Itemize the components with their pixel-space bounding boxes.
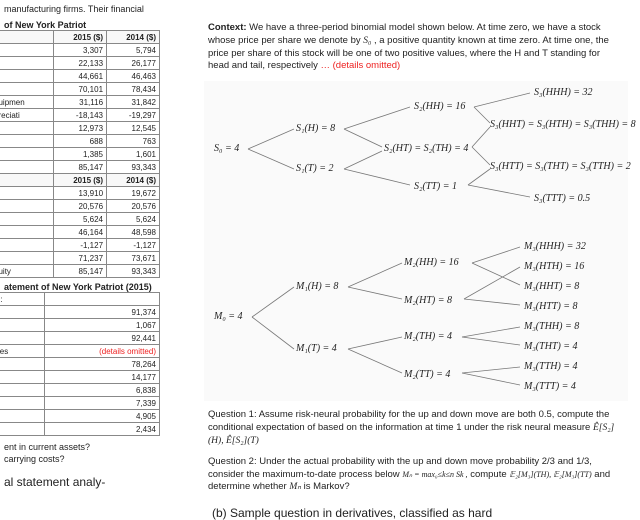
right-pane: Context: We have a three-period binomial… <box>200 22 630 520</box>
income-statement-table: Income:91,3741,06792,441expenses(details… <box>0 292 160 436</box>
tree-node: S₃(HHH) = 32 <box>534 87 593 98</box>
q2-math3: Mₙ <box>289 482 301 492</box>
tree-node: S₀ = 4 <box>214 143 239 154</box>
left-q1: ent in current assets? <box>4 442 170 454</box>
tree-node: M₂(HT) = 8 <box>404 295 452 306</box>
income-title: atement of New York Patriot (2015) <box>0 282 170 292</box>
tree-node: S₂(HH) = 16 <box>414 101 465 112</box>
question-1: Question 1: Assume risk-neural probabili… <box>208 409 622 447</box>
tree-node: S₁(T) = 2 <box>296 163 333 174</box>
q1-label: Question 1: <box>208 409 257 420</box>
fs-title: of New York Patriot <box>0 20 170 30</box>
tree-node: M₃(THH) = 8 <box>524 321 579 332</box>
q2-label: Question 2: <box>208 456 257 467</box>
caption-b: (b) Sample question in derivatives, clas… <box>200 498 630 520</box>
tree-node: M₁(T) = 4 <box>296 343 337 354</box>
tree-node: S₁(H) = 8 <box>296 123 335 134</box>
question-2: Question 2: Under the actual probability… <box>208 456 622 494</box>
q2-math1: Mₙ = max₀≤k≤n Sk , <box>402 470 467 479</box>
tree-node: M₃(HTT) = 8 <box>524 301 578 312</box>
left-questions: ent in current assets? carrying costs? <box>0 436 170 465</box>
left-caption: al statement analy- <box>0 465 170 489</box>
question-block: Question 1: Assume risk-neural probabili… <box>200 405 630 498</box>
left-q2: carrying costs? <box>4 454 170 466</box>
lead-snippet: manufacturing firms. Their financial <box>0 0 170 20</box>
context-omitted: … (details omitted) <box>320 60 400 71</box>
tree-node: M₂(TH) = 4 <box>404 331 452 342</box>
context-s0: S₀ <box>363 36 371 46</box>
balance-sheet-table: ts2015 ($)2014 ($)3,3075,794eivable22,13… <box>0 30 160 278</box>
q2-math2: 𝔼₂[M₃](TH), 𝔼₂[M₃](TT) <box>509 470 591 479</box>
q2-text-d: is Markov? <box>304 481 350 492</box>
tree-node: M₁(H) = 8 <box>296 281 338 292</box>
context-paragraph: Context: We have a three-period binomial… <box>200 22 630 77</box>
tree-node: S₂(TT) = 1 <box>414 181 457 192</box>
tree-node: M₃(HHT) = 8 <box>524 281 579 292</box>
tree-node: M₂(HH) = 16 <box>404 257 459 268</box>
tree-node: M₃(HTH) = 16 <box>524 261 584 272</box>
q2-text-b: compute <box>470 469 509 480</box>
left-financial-pane: manufacturing firms. Their financial of … <box>0 0 170 489</box>
tree-node: M₃(THT) = 4 <box>524 341 578 352</box>
tree-node: M₀ = 4 <box>214 311 243 322</box>
context-label: Context: <box>208 22 247 33</box>
tree-node: M₃(HHH) = 32 <box>524 241 586 252</box>
binomial-tree-diagram: S₀ = 4 S₁(H) = 8 S₁(T) = 2 S₂(HH) = 16 S₂(HT… <box>204 81 628 401</box>
tree-node: M₂(TT) = 4 <box>404 369 450 380</box>
tree-node: S₂(HT) = S₂(TH) = 4 <box>384 143 468 154</box>
tree-node: M₃(TTT) = 4 <box>524 381 576 392</box>
tree-node: S₃(HTT) = S₃(THT) = S₃(TTH) = 2 <box>490 161 631 172</box>
tree-node: S₃(HHT) = S₃(HTH) = S₃(THH) = 8 <box>490 119 636 130</box>
q1-text: Assume risk-neural probability for the u… <box>208 409 609 433</box>
tree-node: M₃(TTH) = 4 <box>524 361 578 372</box>
tree-node: S₃(TTT) = 0.5 <box>534 193 590 204</box>
